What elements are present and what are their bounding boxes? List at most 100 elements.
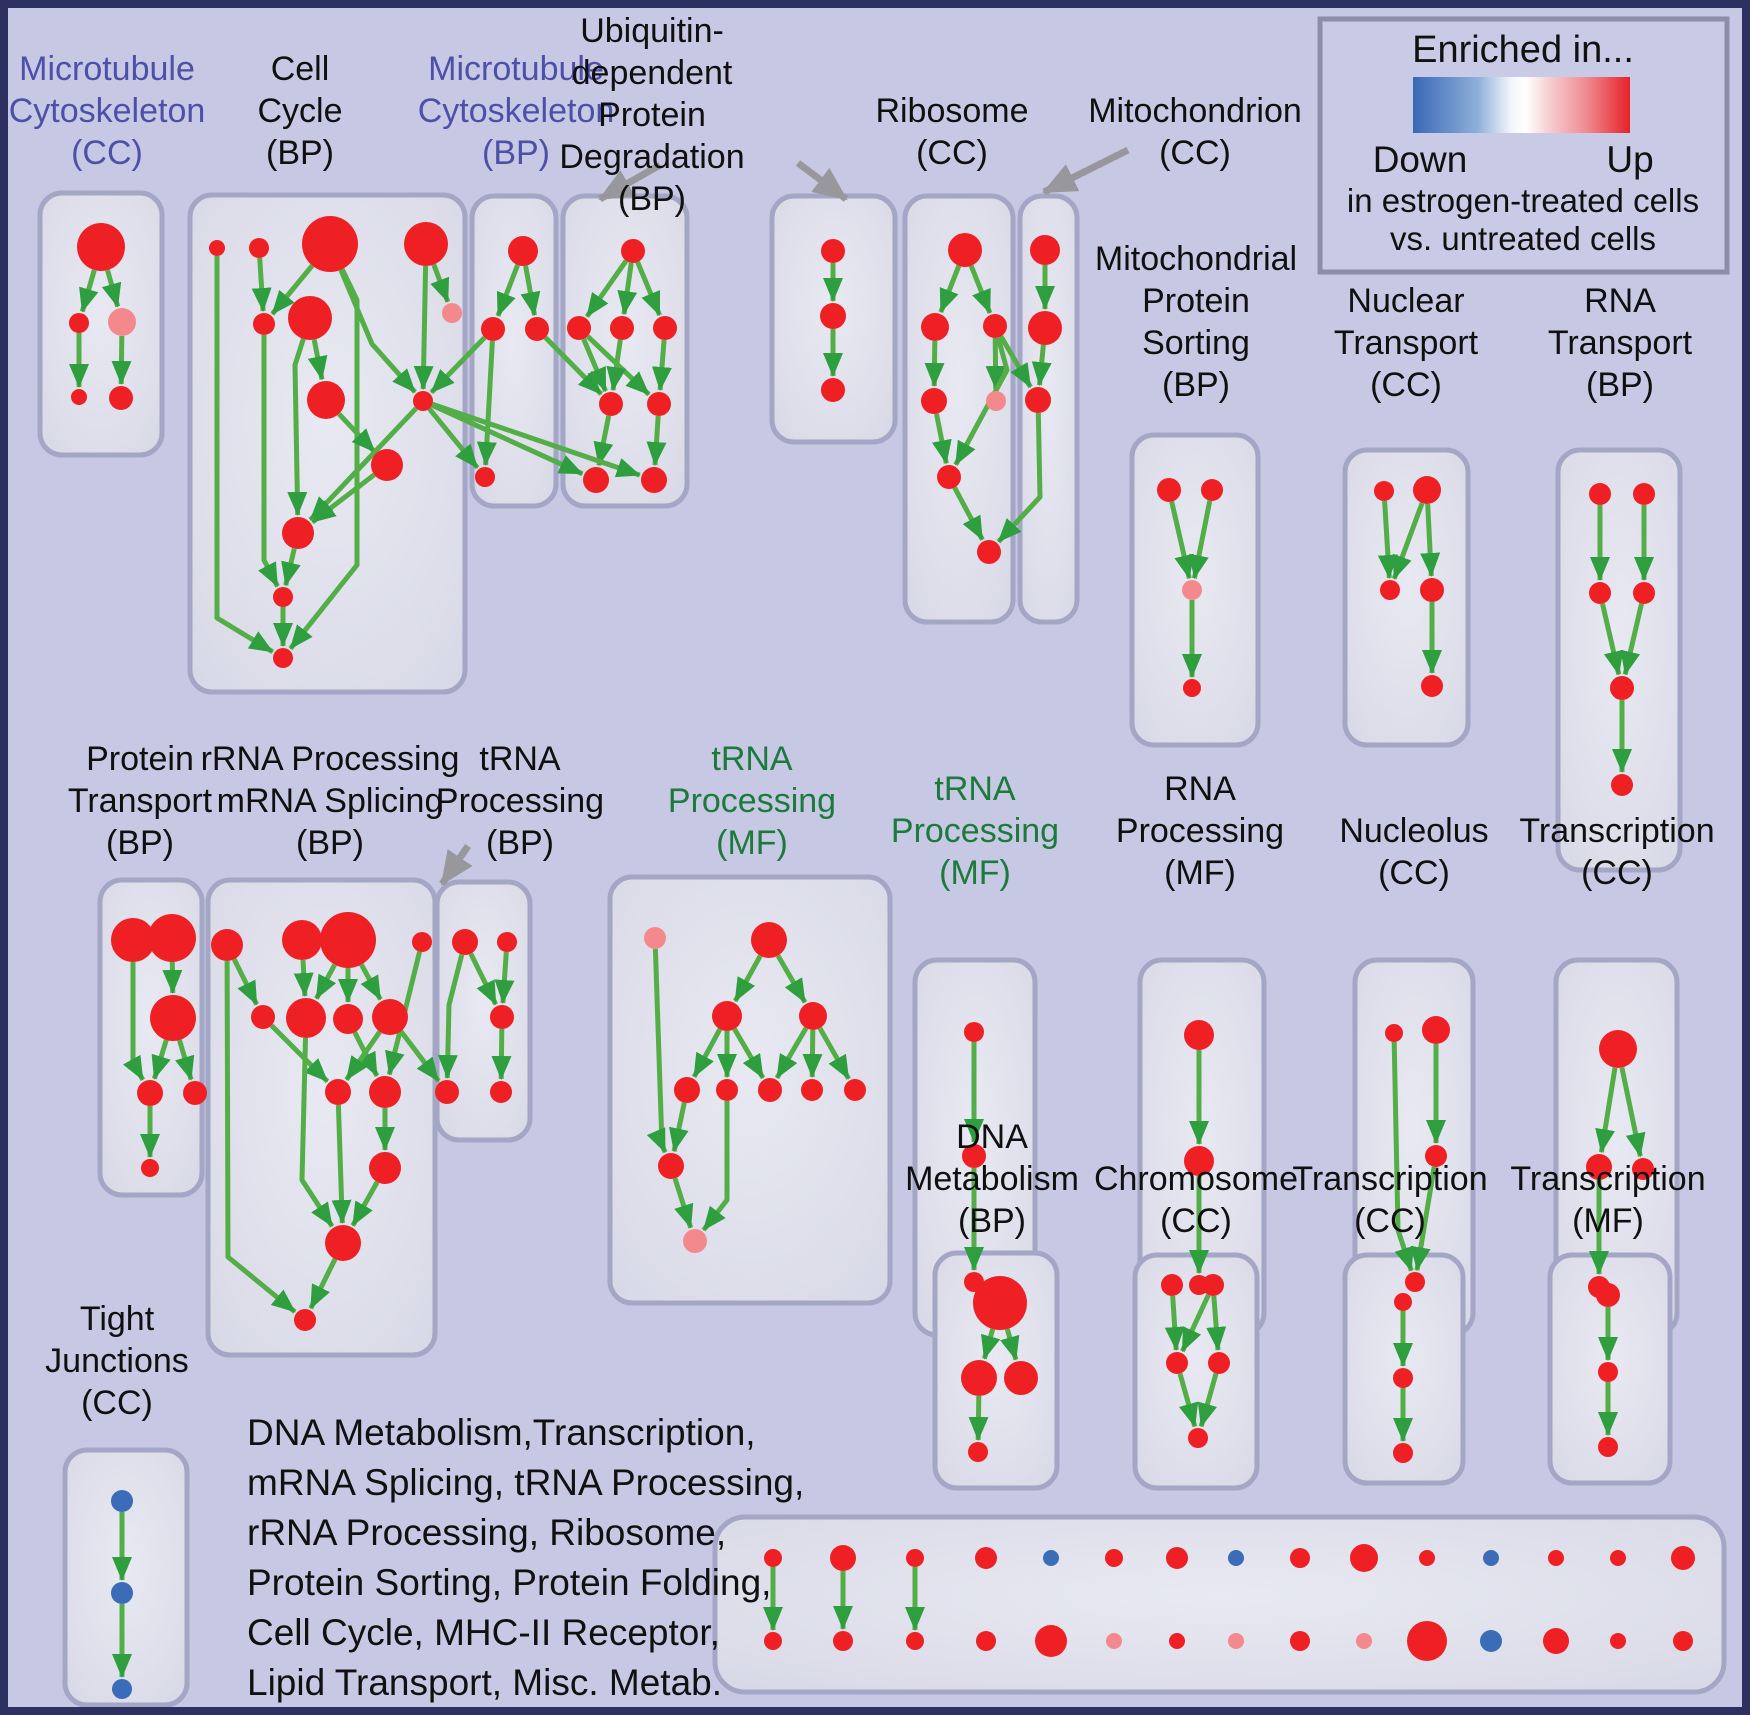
go-edge-trna-processing-bp [494, 951, 515, 1004]
cluster-label-ubiquitin-degradation: dependent [572, 54, 733, 92]
misc-caption-line: mRNA Splicing, tRNA Processing, [247, 1462, 804, 1503]
go-term-node-misc-band [1290, 1548, 1310, 1568]
go-term-node-protein-transport [111, 918, 155, 962]
go-term-node-mitochondrion [1025, 387, 1051, 413]
go-term-node-ubiquitin-degradation [599, 392, 623, 416]
go-edge-cell-cycle [281, 548, 301, 587]
cluster-label-transcription-mf: Transcription [1510, 1160, 1705, 1198]
go-term-node-nuclear-transport [1421, 675, 1443, 697]
go-term-node-rna-transport [1633, 483, 1655, 505]
go-term-node-cell-cycle [249, 238, 269, 258]
go-term-node-misc-band [1350, 1544, 1378, 1572]
go-term-node-transcription-cc-mid [1586, 1154, 1612, 1180]
go-term-node-misc-band [1610, 1633, 1626, 1649]
go-term-node-rna-processing-mf [1184, 1020, 1214, 1050]
go-term-node-rna-transport [1610, 676, 1634, 700]
go-edge-rrna-processing [314, 963, 337, 1000]
go-edge-nucleolus [1410, 1166, 1437, 1272]
go-edge-microtubule-bp [495, 264, 520, 317]
go-term-node-rna-transport [1611, 774, 1633, 796]
cluster-label-protein-transport: Transport [68, 782, 213, 820]
cluster-label-trna-processing-mf-large: tRNA [711, 740, 793, 778]
go-term-node-cell-cycle [273, 648, 293, 668]
cluster-label-trna-processing-mf-large: Processing [668, 782, 836, 820]
go-term-node-misc-band [1228, 1550, 1244, 1566]
go-term-node-microtubule-cc [69, 313, 89, 333]
go-edge-cell-cycle [258, 335, 280, 588]
go-edge-nuclear-transport [1420, 503, 1441, 577]
cluster-label-rna-processing-mf: RNA [1164, 770, 1236, 808]
cluster-label-microtubule-cc: Cytoskeleton [9, 92, 206, 130]
go-term-node-rrna-processing [325, 1225, 361, 1261]
go-term-node-trna-processing-mf-large [799, 1002, 827, 1030]
legend-caption-line2: vs. untreated cells [1390, 220, 1656, 257]
go-term-node-misc-band [1673, 1631, 1693, 1651]
go-term-node-transcription-cc-bottom [1393, 1368, 1413, 1388]
go-term-node-transcription-mf [1596, 1283, 1620, 1307]
go-term-node-ubiquitin-chain [821, 378, 845, 402]
legend-up-label: Up [1606, 139, 1653, 180]
go-term-node-trna-processing-mf-large [683, 1229, 707, 1253]
cluster-label-mito-protein-sorting: Sorting [1142, 324, 1250, 362]
go-edge-cell-cycle [338, 268, 417, 394]
cluster-label-trna-processing-bp: Processing [436, 782, 604, 820]
annotation-layer [439, 146, 1130, 886]
legend-title: Enriched in... [1412, 29, 1634, 71]
go-edge-dna-metabolism [1000, 1328, 1020, 1361]
go-edge-ubiquitin-degradation [606, 339, 627, 392]
go-term-node-misc-band [830, 1545, 856, 1571]
cluster-label-transcription-cc-bottom: Transcription [1292, 1160, 1487, 1198]
go-term-node-misc-band [1548, 1550, 1564, 1566]
mitochondrion-label-arrow [1042, 146, 1130, 196]
cluster-label-cell-cycle: Cycle [257, 92, 342, 130]
go-term-node-mitochondrion [1028, 311, 1062, 345]
go-term-node-rrna-processing [251, 1005, 275, 1029]
go-term-node-microtubule-bp [525, 317, 549, 341]
go-term-node-trna-processing-bp [435, 1080, 459, 1104]
edges-layer [69, 256, 1654, 1678]
go-edge-ribosome [953, 336, 1010, 466]
go-edge-ubiquitin-degradation [593, 415, 614, 467]
go-term-node-ribosome [921, 388, 947, 414]
go-edge-cell-cycle [307, 339, 328, 381]
go-edge-trna-processing-bp [468, 952, 499, 1006]
misc-caption-line: rRNA Processing, Ribosome, [247, 1512, 726, 1553]
go-edge-mito-protein-sorting [1189, 500, 1213, 580]
go-edge-cell-cycle [413, 265, 434, 390]
go-edge-trna-processing-mf-large [817, 1026, 851, 1080]
go-term-node-chromosome [1208, 1352, 1230, 1374]
go-term-node-trna-processing-mf-large [644, 927, 666, 949]
go-term-node-cell-cycle [302, 216, 358, 272]
go-term-node-misc-band [906, 1632, 924, 1650]
go-term-node-misc-band [1166, 1547, 1188, 1569]
go-term-node-misc-band [1419, 1550, 1435, 1566]
go-term-node-rrna-processing [282, 920, 322, 960]
go-edge-chromosome [1180, 1293, 1211, 1353]
go-term-node-cell-cycle [413, 391, 433, 411]
go-edge-cell-cycle [251, 257, 272, 312]
misc-caption-line: Cell Cycle, MHC-II Receptor, [247, 1612, 720, 1653]
go-term-node-ribosome [977, 540, 1001, 564]
go-term-node-ubiquitin-degradation [610, 316, 634, 340]
go-edge-rrna-processing [308, 1257, 338, 1310]
go-cross-edge [427, 407, 480, 470]
go-edge-ribosome [968, 264, 993, 314]
go-edge-microtubule-bp [476, 340, 497, 466]
cluster-box-mitochondrion [1017, 193, 1080, 625]
go-edge-trna-processing-mf-large [732, 1027, 766, 1080]
go-term-node-rrna-processing [325, 1079, 351, 1105]
cluster-label-ubiquitin-degradation: Degradation [559, 138, 744, 176]
misc-caption-line: DNA Metabolism,Transcription, [247, 1412, 756, 1453]
go-edge-rrna-processing [350, 1180, 380, 1227]
go-term-node-microtubule-bp [481, 317, 505, 341]
go-term-node-trna-processing-mf-large [758, 1078, 782, 1102]
go-edge-protein-transport [151, 1039, 171, 1080]
cluster-box-rna-transport [1555, 447, 1683, 873]
go-edge-trna-processing-mf-large [672, 1177, 694, 1229]
go-edge-chromosome [1206, 1295, 1227, 1351]
cluster-label-ribosome: (CC) [916, 134, 988, 172]
go-term-node-rrna-processing [211, 929, 243, 961]
go-edge-rna-transport [1600, 603, 1624, 676]
